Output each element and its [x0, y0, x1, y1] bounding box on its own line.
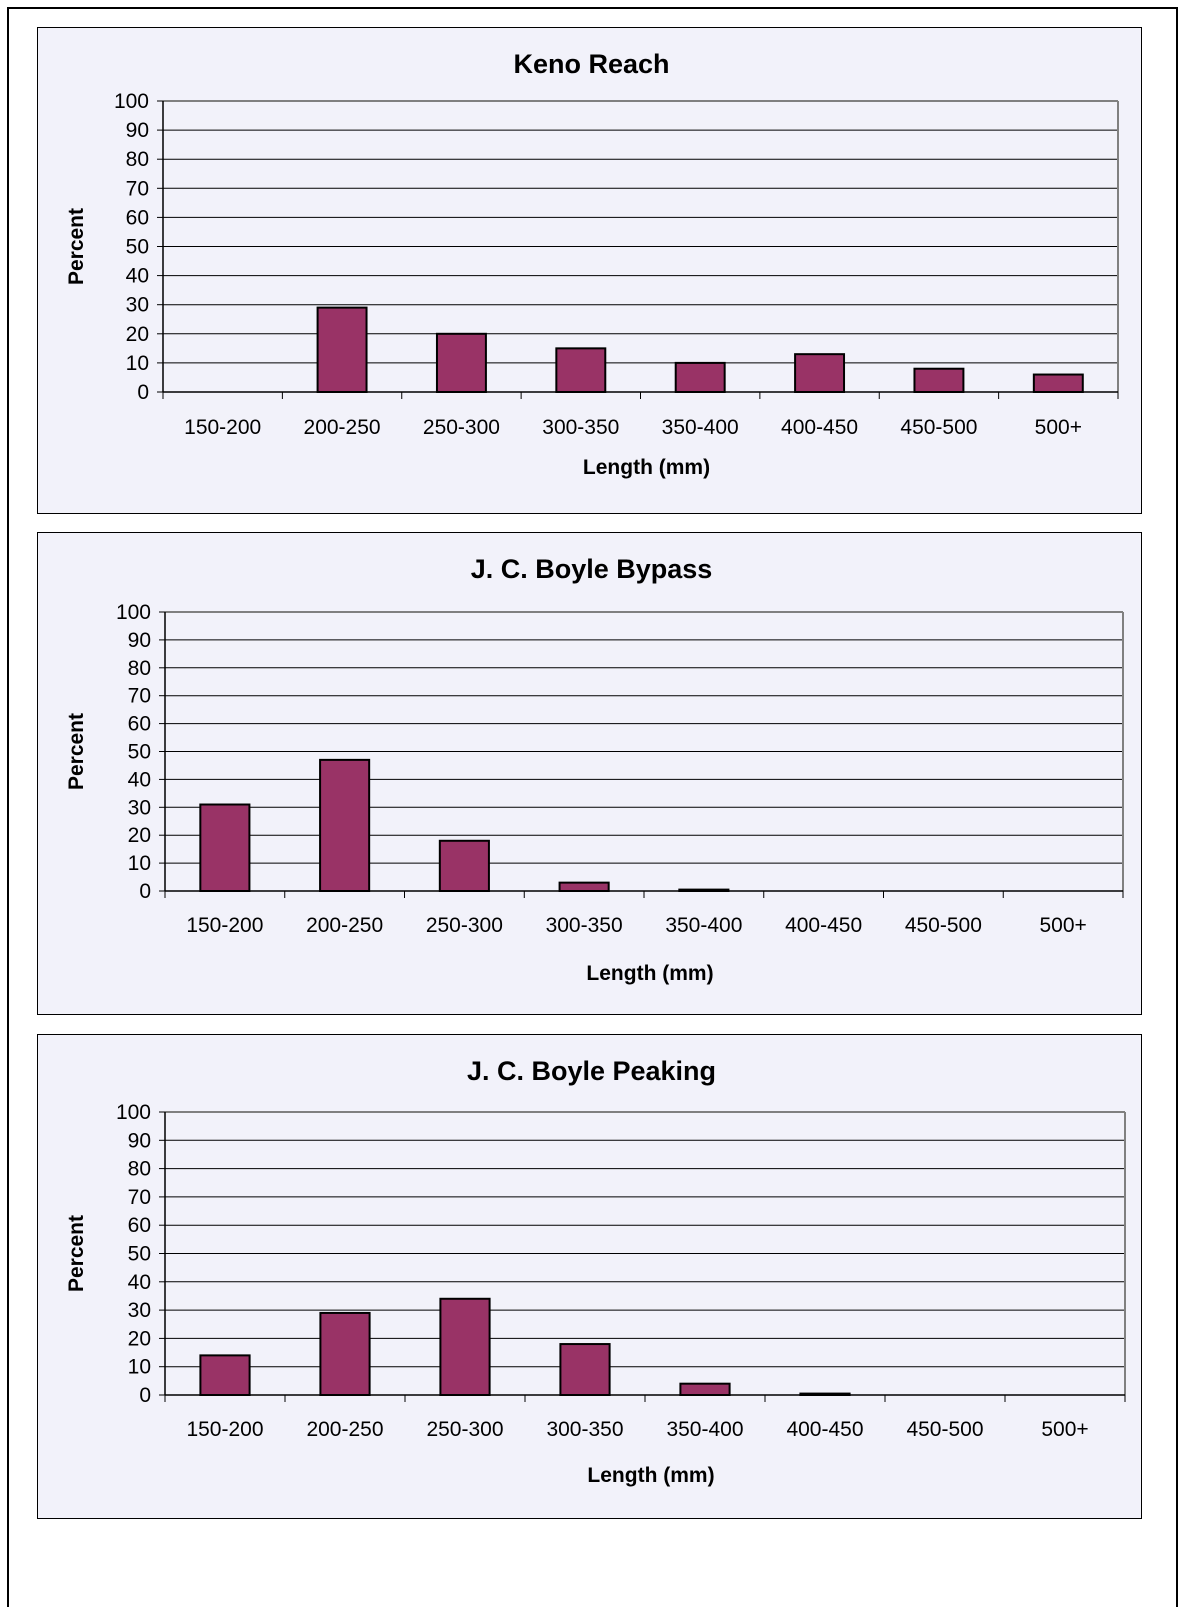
x-tick-label: 350-400 — [665, 914, 742, 937]
y-tick-label: 60 — [128, 713, 151, 736]
x-tick-label: 250-300 — [426, 914, 503, 937]
x-tick-label: 500+ — [1035, 416, 1082, 439]
bar — [559, 1343, 611, 1396]
y-tick-label: 70 — [126, 177, 149, 200]
y-tick-label: 20 — [128, 824, 151, 847]
x-tick-label: 400-450 — [786, 1418, 863, 1441]
x-tick-label: 400-450 — [781, 416, 858, 439]
bar — [558, 881, 610, 893]
bar — [319, 1311, 371, 1396]
x-tick-label: 500+ — [1039, 914, 1086, 937]
y-tick-label: 100 — [114, 90, 149, 113]
y-tick-label: 0 — [139, 880, 151, 903]
x-tick-label: 300-350 — [542, 416, 619, 439]
y-tick-label: 80 — [128, 657, 151, 680]
chart-panel-keno-reach: Keno Reach 0 10 20 30 40 50 60 70 80 90 100 150-200 2… — [37, 27, 1142, 514]
y-tick-label: 40 — [126, 265, 149, 288]
x-tick-label: 200-250 — [306, 914, 383, 937]
x-tick-label: 150-200 — [186, 914, 263, 937]
y-tick-label: 40 — [128, 1271, 151, 1294]
bar — [435, 332, 487, 393]
chart-title: J. C. Boyle Peaking — [467, 1056, 716, 1086]
x-tick-label: 400-450 — [785, 914, 862, 937]
bar — [1032, 373, 1084, 394]
y-tick-label: 10 — [128, 1356, 151, 1379]
y-tick-label: 50 — [128, 1243, 151, 1266]
y-tick-label: 100 — [116, 1101, 151, 1124]
bar — [199, 803, 251, 893]
y-tick-label: 10 — [128, 852, 151, 875]
chart-title: Keno Reach — [513, 49, 669, 79]
x-tick-label: 500+ — [1041, 1418, 1088, 1441]
y-tick-label: 90 — [126, 119, 149, 142]
x-tick-label: 200-250 — [304, 416, 381, 439]
y-tick-label: 0 — [137, 381, 149, 404]
bar — [439, 1297, 491, 1396]
bar — [794, 353, 846, 394]
y-tick-label: 50 — [126, 236, 149, 259]
x-tick-label: 350-400 — [662, 416, 739, 439]
bar — [319, 758, 371, 892]
y-tick-label: 20 — [126, 323, 149, 346]
y-axis-title: Percent — [65, 1215, 88, 1292]
chart-panel-jc-boyle-peaking: J. C. Boyle Peaking 0 10 20 30 40 50 60 70 80 90 10… — [37, 1034, 1142, 1519]
y-tick-label: 90 — [128, 629, 151, 652]
x-tick-label: 250-300 — [423, 416, 500, 439]
x-axis-title: Length (mm) — [586, 962, 713, 985]
y-tick-label: 60 — [126, 206, 149, 229]
y-tick-label: 80 — [126, 148, 149, 171]
y-tick-label: 60 — [128, 1214, 151, 1237]
x-tick-label: 300-350 — [546, 914, 623, 937]
y-tick-label: 20 — [128, 1327, 151, 1350]
x-tick-label: 350-400 — [666, 1418, 743, 1441]
y-tick-label: 70 — [128, 1186, 151, 1209]
y-tick-label: 40 — [128, 768, 151, 791]
bar — [913, 367, 965, 394]
x-tick-label: 450-500 — [905, 914, 982, 937]
chart-panel-jc-boyle-bypass: J. C. Boyle Bypass 0 10 20 30 40 50 60 70 80 90 100… — [37, 532, 1142, 1015]
bar — [199, 1354, 251, 1397]
bar — [679, 1382, 731, 1396]
y-tick-label: 30 — [126, 294, 149, 317]
bar — [555, 347, 607, 394]
x-tick-label: 150-200 — [184, 416, 261, 439]
page-frame — [7, 7, 1178, 1607]
chart-jc-boyle-peaking: J. C. Boyle Peaking 0 10 20 30 40 50 60 70 80 90 10… — [65, 1056, 1126, 1487]
y-tick-label: 30 — [128, 796, 151, 819]
y-axis-title: Percent — [65, 713, 88, 790]
x-tick-label: 300-350 — [546, 1418, 623, 1441]
y-tick-label: 0 — [139, 1384, 151, 1407]
x-tick-label: 450-500 — [900, 416, 977, 439]
y-tick-label: 30 — [128, 1299, 151, 1322]
bar — [438, 839, 490, 892]
bar — [316, 306, 368, 393]
x-tick-label: 450-500 — [906, 1418, 983, 1441]
chart-keno-reach: Keno Reach 0 10 20 30 40 50 60 70 80 90 100 150-200 2… — [65, 49, 1119, 479]
x-tick-label: 250-300 — [426, 1418, 503, 1441]
chart-jc-boyle-bypass: J. C. Boyle Bypass 0 10 20 30 40 50 60 70 80 90 100… — [65, 554, 1124, 985]
y-tick-label: 90 — [128, 1129, 151, 1152]
x-axis-title: Length (mm) — [587, 1464, 714, 1487]
y-tick-label: 70 — [128, 685, 151, 708]
y-tick-label: 100 — [116, 601, 151, 624]
y-tick-label: 50 — [128, 741, 151, 764]
y-tick-label: 80 — [128, 1158, 151, 1181]
chart-title: J. C. Boyle Bypass — [471, 554, 713, 584]
x-tick-label: 150-200 — [186, 1418, 263, 1441]
x-tick-label: 200-250 — [306, 1418, 383, 1441]
bar — [674, 361, 726, 393]
y-tick-label: 10 — [126, 352, 149, 375]
x-axis-title: Length (mm) — [583, 456, 710, 479]
y-axis-title: Percent — [65, 208, 88, 285]
